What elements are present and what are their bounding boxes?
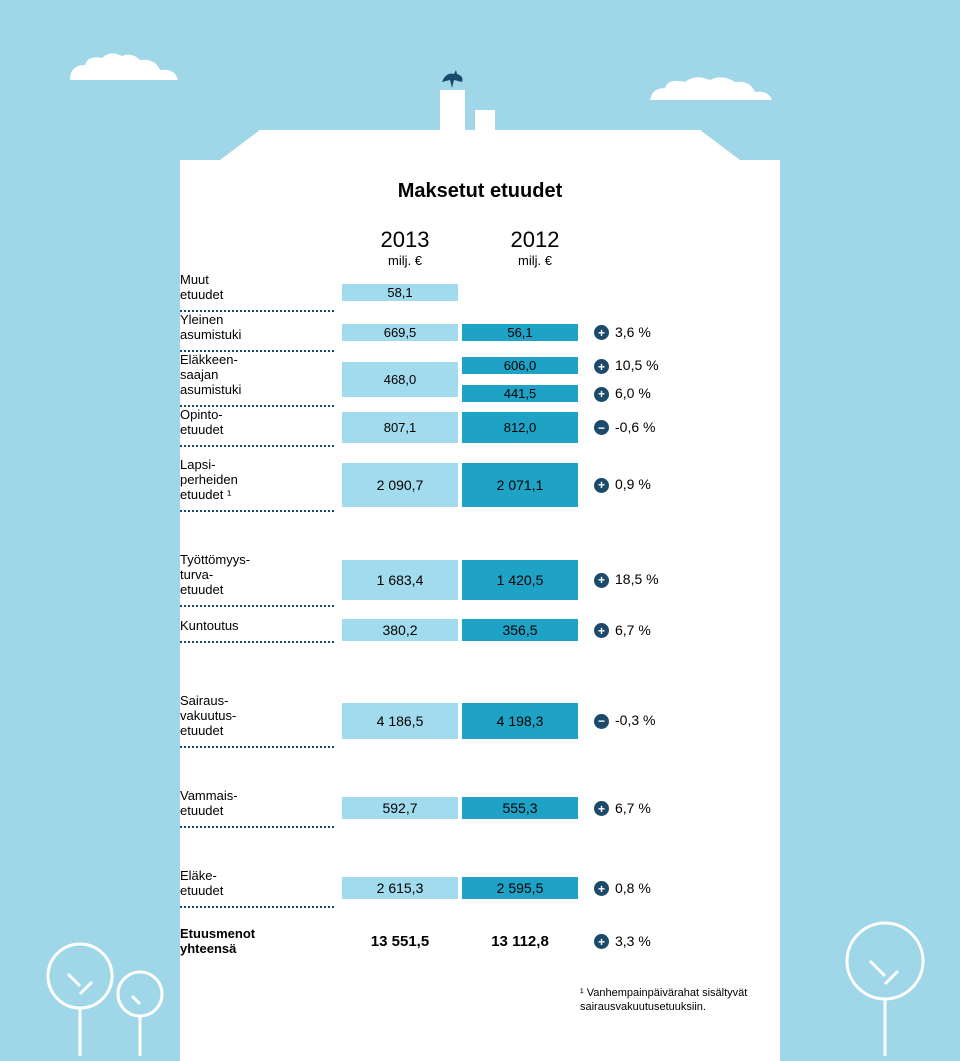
v2012-row-0: 2 071,1	[462, 463, 578, 507]
year-2012: 2012	[470, 227, 600, 253]
total-2012: 13 112,8	[460, 933, 580, 950]
label-opinto: Opinto- etuudet	[180, 407, 340, 447]
pct-row-0: +0,9 %	[580, 457, 780, 512]
tree-right	[840, 916, 930, 1061]
year-header: 2013 milj. € 2012 milj. €	[180, 227, 780, 268]
v2012-row-3: 4 198,3	[462, 703, 578, 739]
pct-opinto: −-0,6 %	[580, 407, 780, 447]
pct-row-5: +0,8 %	[580, 868, 780, 908]
minus-icon: −	[594, 714, 609, 729]
label-row-1: Työttömyys- turva- etuudet	[180, 552, 340, 607]
v2013-row-2: 380,2	[342, 619, 458, 641]
content: Maksetut etuudet 2013 milj. € 2012 milj.…	[180, 180, 780, 1015]
cloud-left	[60, 50, 200, 95]
label-row-4: Vammais- etuudet	[180, 788, 340, 828]
total-pct: +3,3 %	[580, 908, 780, 956]
v2012-elakkeen: 441,5	[462, 385, 578, 402]
tree-left-2	[110, 966, 170, 1061]
plus-icon: +	[594, 801, 609, 816]
label-elakkeen: Eläkkeen- saajan asumistuki	[180, 352, 340, 407]
v2013-row-0: 2 090,7	[342, 463, 458, 507]
unit-2013: milj. €	[340, 253, 470, 268]
pct-row-3: −-0,3 %	[580, 693, 780, 748]
v2013-opinto: 807,1	[342, 412, 458, 443]
bird-icon	[438, 62, 468, 95]
v2012-muut: 56,1	[462, 324, 578, 341]
v2012-yleinen: 606,0	[462, 357, 578, 374]
label-row-3: Sairaus- vakuutus- etuudet	[180, 693, 340, 748]
plus-icon: +	[594, 881, 609, 896]
plus-icon: +	[594, 387, 609, 402]
v2013-row-1: 1 683,4	[342, 560, 458, 600]
pct-elakkeen: +6,0 %	[580, 380, 780, 408]
plus-icon: +	[594, 623, 609, 638]
v2013-elakkeen: 468,0	[342, 362, 458, 397]
plus-icon: +	[594, 478, 609, 493]
pct-row-2: +6,7 %	[580, 617, 780, 643]
v2012-row-2: 356,5	[462, 619, 578, 641]
plus-icon: +	[594, 934, 609, 949]
label-row-2: Kuntoutus	[180, 617, 340, 643]
minus-icon: −	[594, 420, 609, 435]
v2013-row-5: 2 615,3	[342, 877, 458, 899]
pct-muut: +3,6 %	[580, 312, 780, 352]
pct-row-1: +18,5 %	[580, 552, 780, 607]
data-table: Muut etuudet 58,1 Yleinen asumistuki 669…	[180, 272, 780, 1015]
total-2013: 13 551,5	[340, 933, 460, 950]
tree-left-1	[40, 936, 120, 1061]
year-2013: 2013	[340, 227, 470, 253]
label-muut: Muut etuudet	[180, 272, 340, 312]
label-yleinen: Yleinen asumistuki	[180, 312, 340, 352]
plus-icon: +	[594, 325, 609, 340]
v2013-yleinen: 669,5	[342, 324, 458, 341]
v2012-row-4: 555,3	[462, 797, 578, 819]
total-label: Etuusmenot yhteensä	[180, 926, 255, 956]
label-row-0: Lapsi- perheiden etuudet ¹	[180, 457, 340, 512]
v2013-row-3: 4 186,5	[342, 703, 458, 739]
pct-row-4: +6,7 %	[580, 788, 780, 828]
chart-title: Maksetut etuudet	[180, 180, 780, 203]
pct-yleinen: +10,5 %	[580, 352, 780, 380]
v2012-row-5: 2 595,5	[462, 877, 578, 899]
plus-icon: +	[594, 359, 609, 374]
plus-icon: +	[594, 573, 609, 588]
roof	[180, 130, 780, 160]
v2012-opinto: 812,0	[462, 412, 578, 443]
unit-2012: milj. €	[470, 253, 600, 268]
v2013-row-4: 592,7	[342, 797, 458, 819]
label-row-5: Eläke- etuudet	[180, 868, 340, 908]
v2012-row-1: 1 420,5	[462, 560, 578, 600]
footnote: ¹ Vanhempainpäivärahat sisältyvät sairau…	[580, 986, 780, 1015]
v2013-muut: 58,1	[342, 284, 458, 301]
